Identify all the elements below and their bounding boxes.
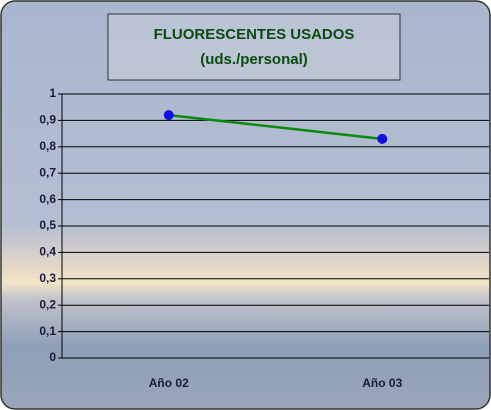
- y-tick-label: 0,8: [39, 139, 56, 153]
- chart: FLUORESCENTES USADOS (uds./personal) 0 0,…: [0, 0, 491, 410]
- y-tick-label: 0: [49, 350, 56, 364]
- chart-title: FLUORESCENTES USADOS: [154, 26, 355, 43]
- y-tick-label: 0,6: [39, 192, 56, 206]
- y-tick-label: 0,3: [39, 271, 56, 285]
- x-tick-label: Año 03: [362, 376, 402, 390]
- y-tick-label: 0,9: [39, 113, 56, 127]
- chart-subtitle: (uds./personal): [200, 51, 308, 68]
- x-tick-label: Año 02: [149, 376, 189, 390]
- point-marker: [164, 110, 174, 120]
- y-tick-label: 0,2: [39, 297, 56, 311]
- y-tick-label: 0,7: [39, 165, 56, 179]
- point-marker: [377, 134, 387, 144]
- y-tick-label: 0,1: [39, 324, 56, 338]
- y-tick-label: 0,5: [39, 218, 56, 232]
- page: {"chart_data": {"type": "line", "title":…: [0, 0, 491, 410]
- y-tick-label: 1: [49, 86, 56, 100]
- title-box: [108, 14, 400, 80]
- y-tick-label: 0,4: [39, 245, 56, 259]
